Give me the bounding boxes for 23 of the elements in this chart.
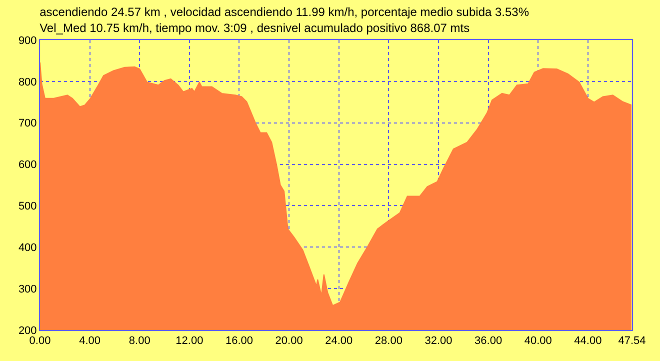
y-tick-label: 800 — [18, 76, 37, 88]
x-tick-label: 20.00 — [275, 335, 303, 348]
x-tick-label: 32.00 — [424, 335, 452, 348]
y-tick-label: 900 — [18, 34, 37, 47]
x-tick-label: 40.00 — [524, 335, 552, 348]
x-tick-label: 16.00 — [225, 335, 254, 348]
x-tick-label: 28.00 — [374, 335, 402, 348]
x-tick-label: 4.00 — [79, 335, 101, 348]
y-tick-label: 400 — [18, 242, 37, 254]
x-tick-label: 12.00 — [176, 335, 204, 348]
x-tick-label: 8.00 — [128, 335, 150, 348]
y-tick-label: 500 — [18, 200, 37, 213]
x-tick-label: 0.00 — [29, 335, 51, 348]
y-tick-label: 300 — [18, 283, 37, 296]
x-tick-label: 44.00 — [574, 335, 602, 348]
x-tick-label: 47.54 — [618, 335, 646, 348]
y-tick-label: 200 — [18, 324, 37, 337]
chart-subtitle: Vel_Med 10.75 km/h, tiempo mov. 3:09 , desnivel acumulado positivo 868.07 mts — [40, 20, 470, 35]
x-tick-label: 24.00 — [325, 335, 353, 348]
y-tick-label: 600 — [18, 159, 37, 172]
x-tick-label: 36.00 — [474, 335, 502, 348]
chart-title: ascendiendo 24.57 km , velocidad ascendiendo 11.99 km/h, porcentaje medio subida 3.53% — [40, 5, 530, 20]
y-tick-label: 700 — [18, 118, 37, 130]
